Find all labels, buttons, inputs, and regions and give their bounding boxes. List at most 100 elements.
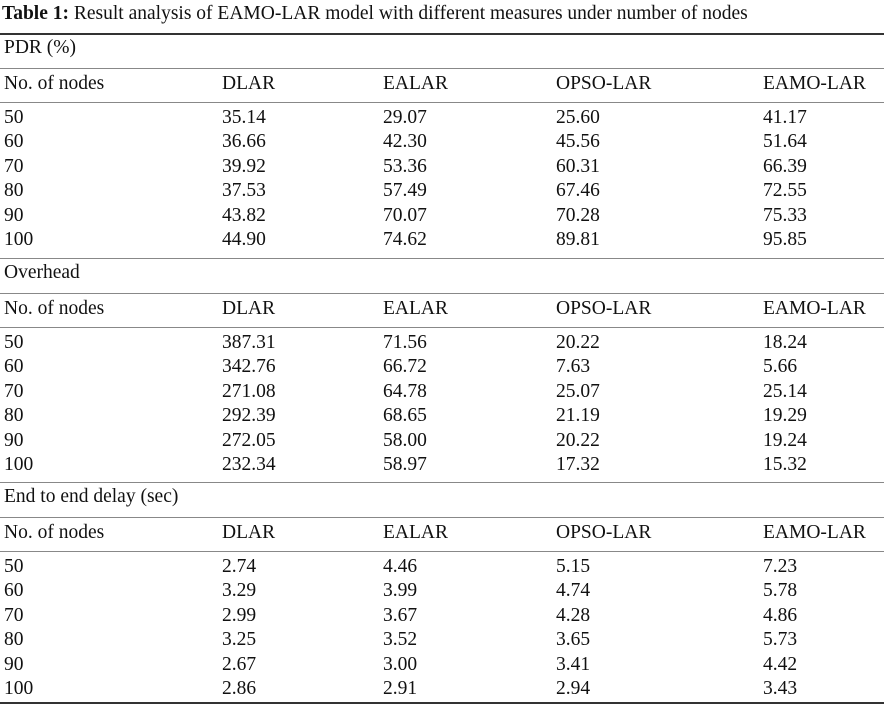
table-cell: 4.86 (763, 604, 798, 626)
table-cell: 37.53 (222, 180, 266, 202)
section-title: Overhead (4, 262, 80, 283)
table-cell: 21.19 (556, 405, 600, 427)
column-header: OPSO-LAR (556, 298, 652, 319)
section-title: PDR (%) (4, 37, 77, 58)
table-cell: 64.78 (383, 380, 427, 402)
header-row: No. of nodes DLAR EALAR OPSO-LAR EAMO-LAR (0, 72, 884, 96)
table-cell: 42.30 (383, 131, 427, 153)
table-cell: 342.76 (222, 356, 276, 378)
table-cell: 95.85 (763, 229, 807, 250)
header-rule (0, 327, 884, 328)
table-row: 100 44.90 74.62 89.81 95.85 (0, 228, 884, 252)
section-title: End to end delay (sec) (4, 486, 179, 507)
table-cell: 68.65 (383, 405, 427, 427)
header-rule (0, 551, 884, 552)
table-cell: 5.66 (763, 356, 798, 378)
table-cell: 3.00 (383, 653, 418, 675)
table-cell: 5.15 (556, 556, 591, 577)
table-cell: 45.56 (556, 131, 600, 153)
table-cell: 3.67 (383, 604, 418, 626)
table-cell: 3.52 (383, 629, 418, 651)
table-cell: 3.99 (383, 580, 418, 602)
table-row: 90 2.67 3.00 3.41 4.42 (0, 653, 884, 677)
table-row: 60 3.29 3.99 4.74 5.78 (0, 579, 884, 603)
table-row: 50 35.14 29.07 25.60 41.17 (0, 106, 884, 130)
table-row: 60 342.76 66.72 7.63 5.66 (0, 355, 884, 379)
table-row: 50 2.74 4.46 5.15 7.23 (0, 555, 884, 579)
table-cell: 57.49 (383, 180, 427, 202)
table-cell: 25.14 (763, 380, 807, 402)
table-cell: 44.90 (222, 229, 266, 250)
table-cell: 2.91 (383, 678, 418, 699)
table-cell: 70.28 (556, 204, 600, 226)
column-header: EAMO-LAR (763, 522, 866, 543)
table-cell: 90 (4, 204, 24, 226)
table-cell: 2.74 (222, 556, 257, 577)
section-title-rule (0, 517, 884, 518)
table-cell: 292.39 (222, 405, 276, 427)
table-row: 80 37.53 57.49 67.46 72.55 (0, 179, 884, 203)
table-cell: 90 (4, 653, 24, 675)
table-cell: 100 (4, 229, 34, 250)
table-row: 70 271.08 64.78 25.07 25.14 (0, 380, 884, 404)
table-cell: 3.41 (556, 653, 591, 675)
table-cell: 232.34 (222, 454, 276, 475)
table-row: 100 232.34 58.97 17.32 15.32 (0, 453, 884, 477)
column-header: No. of nodes (4, 73, 105, 94)
table-cell: 19.24 (763, 429, 807, 451)
table-cell: 58.97 (383, 454, 427, 475)
table-cell: 17.32 (556, 454, 600, 475)
table-cell: 4.42 (763, 653, 798, 675)
column-header: OPSO-LAR (556, 522, 652, 543)
table-cell: 80 (4, 405, 24, 427)
table-cell: 4.28 (556, 604, 591, 626)
table-cell: 60 (4, 356, 24, 378)
table-cell: 60 (4, 131, 24, 153)
table-cell: 72.55 (763, 180, 807, 202)
table-row: 50 387.31 71.56 20.22 18.24 (0, 331, 884, 355)
table-cell: 272.05 (222, 429, 276, 451)
table-cell: 20.22 (556, 429, 600, 451)
table-row: 70 2.99 3.67 4.28 4.86 (0, 604, 884, 628)
table-row: 90 43.82 70.07 70.28 75.33 (0, 204, 884, 228)
table-row: 90 272.05 58.00 20.22 19.24 (0, 429, 884, 453)
table-cell: 7.63 (556, 356, 591, 378)
table-cell: 5.73 (763, 629, 798, 651)
table-cell: 50 (4, 556, 24, 577)
table-cell: 66.39 (763, 155, 807, 177)
table-cell: 66.72 (383, 356, 427, 378)
table-cell: 3.29 (222, 580, 257, 602)
table-row: 80 3.25 3.52 3.65 5.73 (0, 628, 884, 652)
column-header: DLAR (222, 522, 276, 543)
table-cell: 50 (4, 332, 24, 353)
column-header: DLAR (222, 298, 276, 319)
table-row: 60 36.66 42.30 45.56 51.64 (0, 130, 884, 154)
table-cell: 70.07 (383, 204, 427, 226)
table-cell: 70 (4, 604, 24, 626)
column-header: EAMO-LAR (763, 298, 866, 319)
table-cell: 2.99 (222, 604, 257, 626)
column-header: No. of nodes (4, 298, 105, 319)
table-cell: 2.67 (222, 653, 257, 675)
table-caption: Table 1: Result analysis of EAMO-LAR mod… (2, 2, 882, 26)
table-cell: 53.36 (383, 155, 427, 177)
table-cell: 60 (4, 580, 24, 602)
table-cell: 3.65 (556, 629, 591, 651)
table-cell: 100 (4, 454, 34, 475)
table-cell: 18.24 (763, 332, 807, 353)
table-cell: 39.92 (222, 155, 266, 177)
column-header: EAMO-LAR (763, 73, 866, 94)
table-cell: 35.14 (222, 107, 266, 128)
table-cell: 67.46 (556, 180, 600, 202)
table-cell: 29.07 (383, 107, 427, 128)
header-row: No. of nodes DLAR EALAR OPSO-LAR EAMO-LAR (0, 521, 884, 545)
table-cell: 7.23 (763, 556, 798, 577)
table-cell: 70 (4, 155, 24, 177)
table-cell: 70 (4, 380, 24, 402)
table-cell: 43.82 (222, 204, 266, 226)
caption-text: Result analysis of EAMO-LAR model with d… (73, 3, 748, 24)
table-cell: 71.56 (383, 332, 427, 353)
column-header: No. of nodes (4, 522, 105, 543)
table-cell: 74.62 (383, 229, 427, 250)
